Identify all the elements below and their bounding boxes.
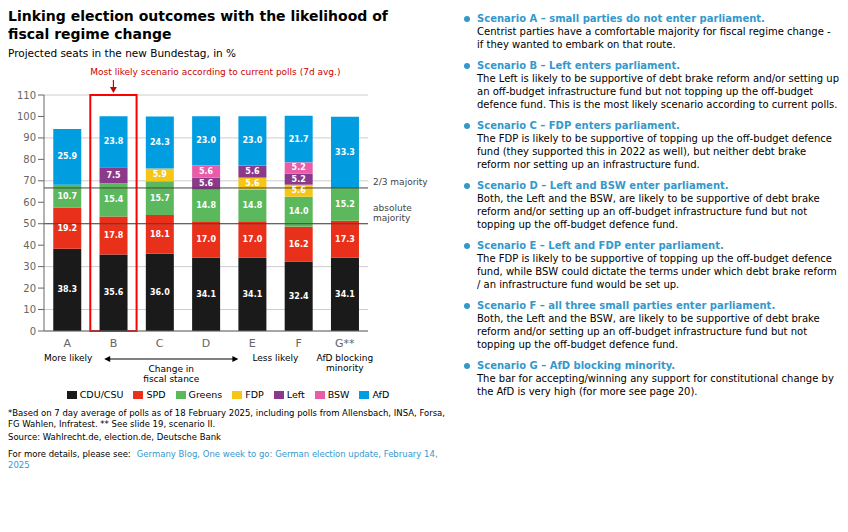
- svg-text:A: A: [63, 337, 71, 350]
- svg-text:110: 110: [17, 90, 36, 101]
- html-text:*Based on 7 day average of pol: *Based on 7 day average of polls as of 1…: [8, 408, 445, 429]
- html-text:The bar for accepting/winning: The bar for accepting/winning any suppor…: [477, 373, 834, 397]
- html-text:Both, the Left and the BSW, ar: Both, the Left and the BSW, are likely t…: [477, 193, 820, 230]
- svg-text:G**: G**: [335, 337, 355, 350]
- svg-text:5.2: 5.2: [292, 175, 306, 184]
- svg-text:F: F: [295, 337, 301, 350]
- svg-text:30: 30: [23, 261, 36, 272]
- svg-text:14.0: 14.0: [289, 207, 309, 216]
- svg-text:Most likely scenario according: Most likely scenario according to curren…: [90, 67, 340, 77]
- svg-text:10: 10: [23, 304, 36, 315]
- html-text:Source: Wahlrecht.de, election: Source: Wahlrecht.de, election.de, Deuts…: [8, 432, 221, 443]
- svg-text:38.3: 38.3: [57, 285, 77, 294]
- svg-text:90: 90: [23, 132, 36, 143]
- html-text:Left: Left: [286, 389, 305, 400]
- svg-text:D: D: [202, 337, 210, 350]
- html-text:Both, the Left and the BSW, ar: Both, the Left and the BSW, are likely t…: [477, 313, 820, 350]
- svg-text:7.5: 7.5: [106, 171, 121, 180]
- html-text:Less likely: Less likely: [252, 353, 299, 363]
- html-text:More likely: More likely: [44, 353, 93, 363]
- svg-text:23.8: 23.8: [104, 137, 124, 146]
- svg-text:15.7: 15.7: [150, 194, 170, 203]
- html-text:Scenario C – FDP enters parlia: Scenario C – FDP enters parliament.: [477, 120, 680, 131]
- svg-text:B: B: [110, 337, 118, 350]
- svg-text:33.3: 33.3: [335, 148, 355, 157]
- svg-text:15.4: 15.4: [104, 195, 124, 204]
- html-text:CDU/CSU: CDU/CSU: [79, 389, 124, 400]
- svg-text:17.0: 17.0: [196, 235, 216, 244]
- svg-text:34.1: 34.1: [335, 290, 355, 299]
- html-text:AfD blocking minority: AfD blocking minority: [316, 353, 374, 374]
- svg-text:21.7: 21.7: [289, 135, 309, 144]
- html-text:Germany Blog, One week to go:: Germany Blog, One week to go: German ele…: [8, 449, 438, 471]
- html-text:Scenario E – Left and FDP ente: Scenario E – Left and FDP enter parliame…: [477, 240, 724, 251]
- svg-text:25.9: 25.9: [57, 152, 77, 161]
- svg-text:14.8: 14.8: [243, 201, 263, 210]
- svg-text:5.6: 5.6: [245, 179, 260, 188]
- svg-text:0: 0: [30, 326, 36, 337]
- svg-text:60: 60: [23, 197, 36, 208]
- html-text:Scenario A – small parties do: Scenario A – small parties do not enter …: [477, 13, 765, 24]
- svg-text:19.2: 19.2: [57, 224, 77, 233]
- svg-text:32.4: 32.4: [289, 292, 309, 301]
- svg-text:5.6: 5.6: [245, 167, 260, 176]
- svg-text:17.0: 17.0: [243, 235, 263, 244]
- svg-text:80: 80: [23, 154, 36, 165]
- svg-text:C: C: [156, 337, 164, 350]
- html-text:For more details, please see:: For more details, please see:: [8, 449, 131, 460]
- html-text:Scenario F – all three small p: Scenario F – all three small parties ent…: [477, 300, 776, 311]
- html-text:Scenario B – Left enters parli: Scenario B – Left enters parliament.: [477, 60, 680, 71]
- html-text:Change in fiscal stance: Change in fiscal stance: [143, 364, 200, 385]
- html-text:Linking election outcomes with: Linking election outcomes with the likel…: [8, 8, 388, 42]
- html-text:Scenario D – Left and BSW ente: Scenario D – Left and BSW enter parliame…: [477, 180, 729, 191]
- svg-text:70: 70: [23, 175, 36, 186]
- svg-text:24.3: 24.3: [150, 138, 170, 147]
- svg-text:34.1: 34.1: [196, 290, 216, 299]
- svg-text:5.2: 5.2: [292, 163, 306, 172]
- svg-text:100: 100: [17, 111, 36, 122]
- svg-text:36.0: 36.0: [150, 288, 170, 297]
- html-text:FDP: FDP: [245, 389, 264, 400]
- html-text:The FDP is likely to be suppor: The FDP is likely to be supportive of to…: [477, 253, 837, 290]
- svg-text:5.6: 5.6: [292, 186, 307, 195]
- html-text:AfD: AfD: [372, 389, 390, 400]
- svg-text:15.2: 15.2: [335, 200, 355, 209]
- svg-text:2/3 majority: 2/3 majority: [373, 177, 428, 187]
- html-text:The Left is likely to be suppo: The Left is likely to be supportive of d…: [477, 73, 840, 110]
- html-text:BSW: BSW: [327, 389, 350, 400]
- html-text:Projected seats in the new Bun: Projected seats in the new Bundestag, in…: [8, 47, 237, 59]
- svg-text:35.6: 35.6: [104, 288, 124, 297]
- html-text:SPD: SPD: [146, 389, 166, 400]
- svg-text:absolute: absolute: [373, 203, 412, 213]
- svg-text:50: 50: [23, 218, 36, 229]
- svg-text:16.2: 16.2: [289, 240, 309, 249]
- svg-text:10.7: 10.7: [57, 192, 77, 201]
- html-text:Greens: Greens: [188, 389, 223, 400]
- svg-text:majority: majority: [373, 213, 411, 223]
- svg-text:5.6: 5.6: [199, 167, 214, 176]
- svg-text:14.8: 14.8: [196, 201, 216, 210]
- svg-text:5.9: 5.9: [153, 170, 168, 179]
- svg-text:20: 20: [23, 283, 36, 294]
- svg-text:E: E: [249, 337, 256, 350]
- svg-text:5.6: 5.6: [199, 179, 214, 188]
- svg-text:23.0: 23.0: [196, 136, 216, 145]
- svg-text:34.1: 34.1: [243, 290, 263, 299]
- html-text:Centrist parties have a comfor: Centrist parties have a comfortable majo…: [477, 26, 831, 50]
- svg-text:23.0: 23.0: [243, 136, 263, 145]
- svg-text:17.8: 17.8: [104, 231, 124, 240]
- html-text:The FDP is likely to be suppor: The FDP is likely to be supportive of to…: [477, 133, 832, 170]
- svg-text:17.3: 17.3: [335, 235, 355, 244]
- svg-text:40: 40: [23, 240, 36, 251]
- svg-text:18.1: 18.1: [150, 230, 170, 239]
- html-text:Scenario G – AfD blocking mino: Scenario G – AfD blocking minority.: [477, 360, 676, 371]
